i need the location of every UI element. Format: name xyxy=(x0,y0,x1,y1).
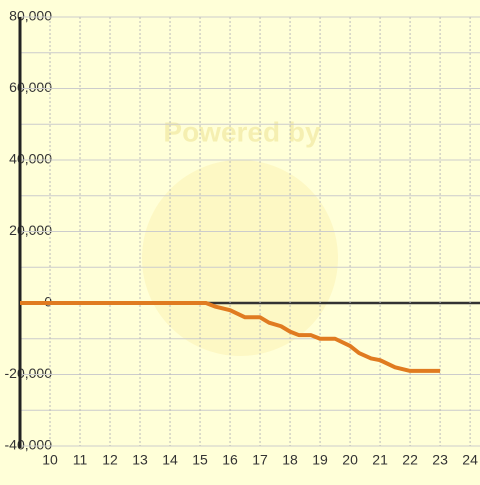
y-tick-label: -20,000 xyxy=(5,365,53,381)
x-tick-label: 21 xyxy=(372,452,388,468)
x-tick-label: 18 xyxy=(282,452,298,468)
y-tick-label: 20,000 xyxy=(9,222,52,238)
x-tick-label: 13 xyxy=(132,452,148,468)
x-tick-label: 22 xyxy=(402,452,418,468)
x-tick-label: 14 xyxy=(162,452,178,468)
y-tick-label: 40,000 xyxy=(9,151,52,167)
line xyxy=(20,301,441,373)
x-tick-label: 12 xyxy=(102,452,118,468)
y-tick-label: -40,000 xyxy=(5,437,53,453)
x-tick-label: 11 xyxy=(73,452,88,468)
watermark: Powered by xyxy=(163,116,321,147)
y-tick-label: 60,000 xyxy=(9,79,52,95)
x-tick-label: 23 xyxy=(432,452,448,468)
x-tick-label: 16 xyxy=(222,452,238,468)
watermark-logo xyxy=(142,160,338,356)
x-tick-label: 10 xyxy=(42,452,58,468)
x-tick-label: 20 xyxy=(342,452,358,468)
x-tick-label: 17 xyxy=(252,452,268,468)
y-tick-label: 80,000 xyxy=(9,8,52,24)
x-tick-label: 24 xyxy=(462,452,478,468)
x-tick-label: 19 xyxy=(312,452,328,468)
x-tick-label: 15 xyxy=(192,452,208,468)
